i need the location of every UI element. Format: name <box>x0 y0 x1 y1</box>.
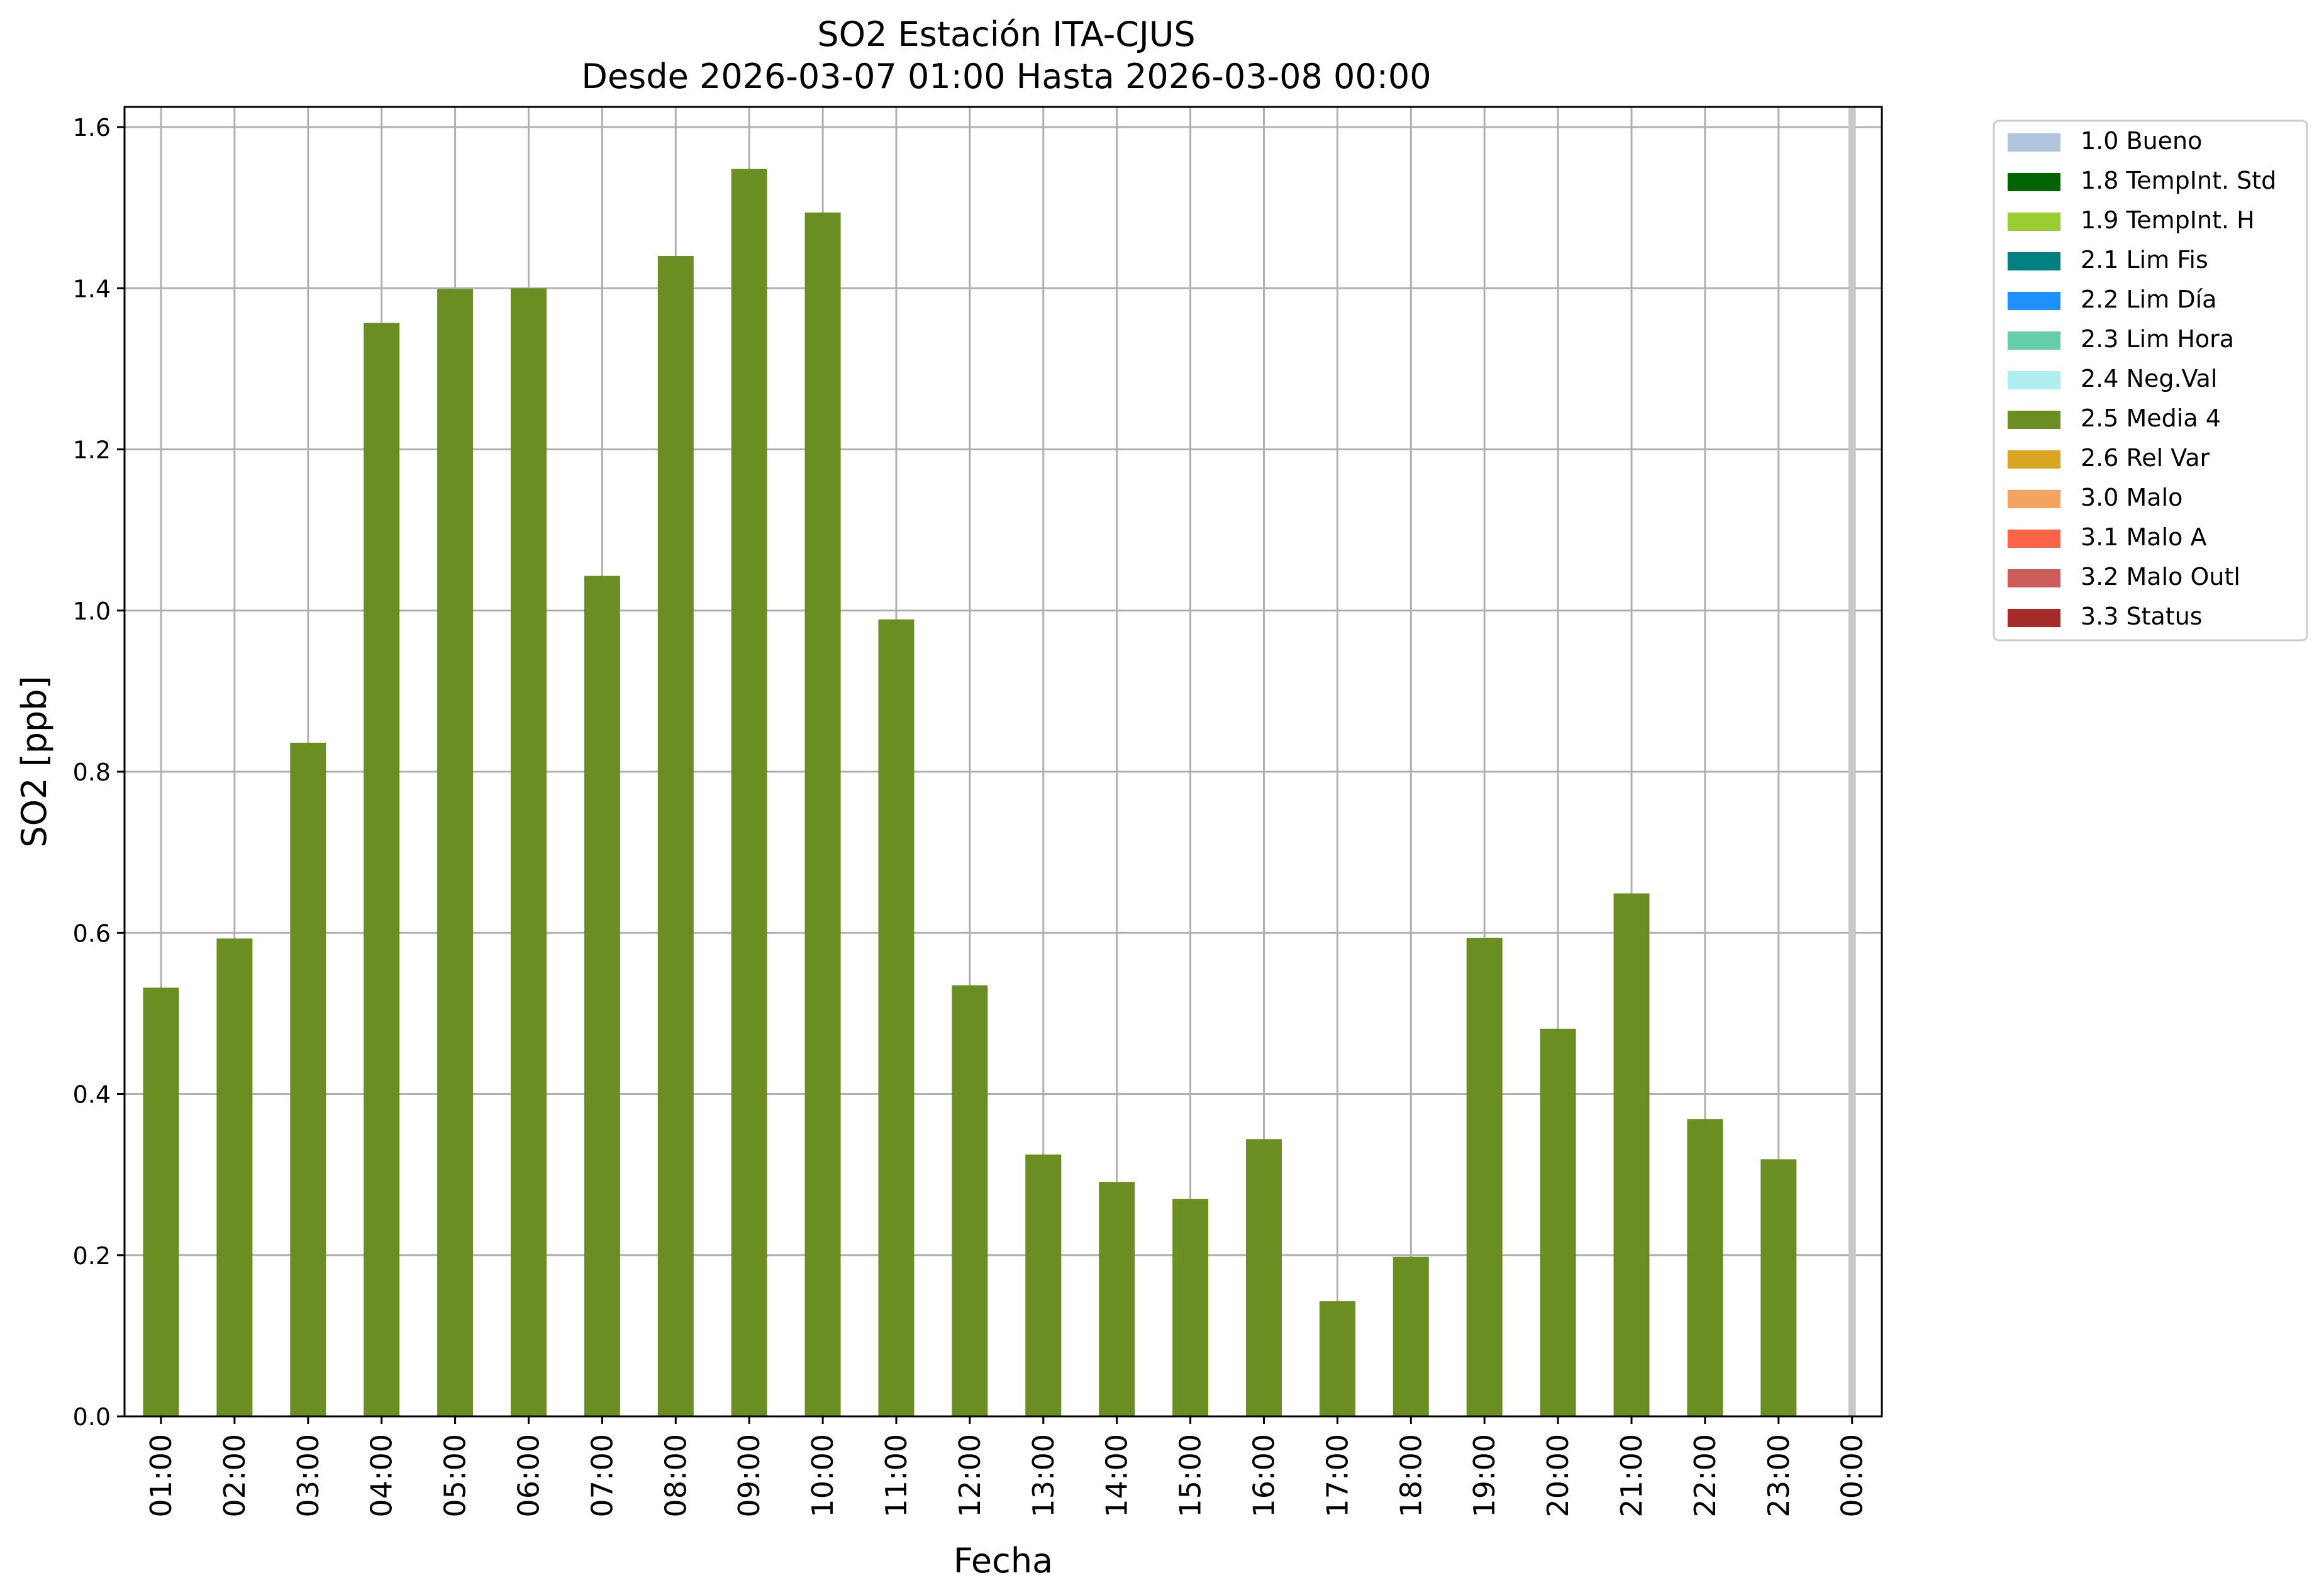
bar <box>437 289 474 1417</box>
y-tick-label: 0.4 <box>73 1081 111 1109</box>
legend-label: 2.4 Neg.Val <box>2081 365 2217 392</box>
x-axis-label: Fecha <box>954 1541 1053 1581</box>
x-tick-label: 17:00 <box>1320 1434 1354 1518</box>
y-axis-label: SO2 [ppb] <box>14 675 54 847</box>
y-tick-label: 1.2 <box>73 436 111 464</box>
legend-swatch <box>2008 490 2060 508</box>
chart-subtitle: Desde 2026-03-07 01:00 Hasta 2026-03-08 … <box>581 57 1431 96</box>
x-tick-label: 22:00 <box>1688 1434 1722 1518</box>
x-tick-label: 11:00 <box>879 1434 913 1518</box>
legend-label: 3.1 Malo A <box>2081 523 2206 551</box>
bar <box>1099 1182 1135 1416</box>
x-tick-label: 16:00 <box>1247 1434 1281 1518</box>
bar <box>364 323 400 1416</box>
x-tick-label: 02:00 <box>218 1434 252 1518</box>
bar <box>804 212 841 1417</box>
x-tick-label: 14:00 <box>1100 1434 1134 1518</box>
legend-label: 1.9 TempInt. H <box>2081 206 2255 234</box>
legend-swatch <box>2008 371 2060 389</box>
x-axis: 01:00 02:00 03:00 04:00 05:00 06:00 07:00 08:00… <box>144 1416 1869 1518</box>
bar <box>584 575 620 1417</box>
x-tick-label: 23:00 <box>1762 1434 1796 1518</box>
legend-label: 3.0 Malo <box>2081 484 2182 511</box>
bar <box>290 742 326 1416</box>
legend-label: 2.3 Lim Hora <box>2081 325 2234 353</box>
x-tick-label: 04:00 <box>365 1434 399 1518</box>
x-tick-label: 08:00 <box>659 1434 692 1518</box>
bar <box>143 987 179 1416</box>
legend-swatch <box>2008 173 2060 191</box>
bar <box>1540 1028 1576 1416</box>
y-tick-label: 1.0 <box>73 597 111 625</box>
legend-label: 2.5 Media 4 <box>2081 404 2221 432</box>
x-tick-label: 15:00 <box>1174 1434 1208 1518</box>
legend-frame <box>1993 119 2308 642</box>
legend-swatch <box>2008 569 2060 587</box>
bar <box>1319 1301 1355 1416</box>
y-tick-label: 0.8 <box>73 759 111 786</box>
bar <box>731 169 767 1416</box>
bar <box>216 938 253 1416</box>
bar <box>1393 1257 1429 1416</box>
y-axis: 0.0 0.2 0.4 0.6 0.8 1.0 1.2 1.4 1.6 <box>73 114 125 1431</box>
plot-frame <box>123 106 1883 1418</box>
bar <box>952 985 988 1416</box>
x-tick-label: 19:00 <box>1467 1434 1501 1518</box>
bar <box>1687 1119 1723 1416</box>
legend-swatch <box>2008 213 2060 231</box>
legend-swatch <box>2008 450 2060 469</box>
bar <box>1613 893 1650 1416</box>
legend-swatch <box>2008 331 2060 350</box>
x-tick-label: 07:00 <box>585 1434 619 1518</box>
x-tick-label: 05:00 <box>438 1434 472 1518</box>
y-tick-label: 0.2 <box>73 1242 111 1270</box>
x-tick-label: 21:00 <box>1615 1434 1648 1518</box>
bar <box>1172 1199 1209 1416</box>
legend-label: 2.6 Rel Var <box>2081 444 2210 472</box>
y-tick-label: 0.0 <box>73 1403 111 1431</box>
bar <box>1246 1139 1282 1416</box>
legend-label: 1.0 Bueno <box>2081 127 2202 155</box>
bar <box>657 256 694 1416</box>
bars <box>143 169 1797 1417</box>
y-tick-label: 0.6 <box>73 920 111 947</box>
x-tick-label: 09:00 <box>732 1434 766 1518</box>
bar <box>1760 1159 1797 1416</box>
legend-label: 2.2 Lim Día <box>2081 286 2216 313</box>
legend-swatch <box>2008 609 2060 627</box>
legend-swatch <box>2008 292 2060 310</box>
legend-label: 3.2 Malo Outl <box>2081 563 2240 591</box>
legend-swatch <box>2008 133 2060 152</box>
bar <box>511 288 547 1417</box>
chart-title: SO2 Estación ITA-CJUS <box>817 14 1195 54</box>
legend-swatch <box>2008 530 2060 548</box>
legend-swatch <box>2008 411 2060 429</box>
x-tick-label: 13:00 <box>1026 1434 1060 1518</box>
bar <box>878 619 915 1416</box>
x-tick-label: 18:00 <box>1394 1434 1428 1518</box>
legend-label: 2.1 Lim Fis <box>2081 246 2208 274</box>
legend: 1.0 Bueno 1.8 TempInt. Std 1.9 TempInt. H 2… <box>1993 119 2308 642</box>
x-tick-label: 20:00 <box>1541 1434 1575 1518</box>
legend-label: 3.3 Status <box>2081 603 2203 630</box>
legend-swatch <box>2008 252 2060 270</box>
x-tick-label: 06:00 <box>512 1434 546 1518</box>
x-tick-label: 00:00 <box>1835 1434 1869 1518</box>
x-tick-label: 01:00 <box>144 1434 178 1518</box>
bar <box>1025 1154 1062 1416</box>
bar <box>1466 937 1503 1416</box>
x-tick-label: 12:00 <box>953 1434 987 1518</box>
y-tick-label: 1.4 <box>73 275 111 303</box>
x-tick-label: 10:00 <box>806 1434 840 1518</box>
legend-label: 1.8 TempInt. Std <box>2081 167 2276 194</box>
y-tick-label: 1.6 <box>73 114 111 142</box>
x-tick-label: 03:00 <box>291 1434 325 1518</box>
